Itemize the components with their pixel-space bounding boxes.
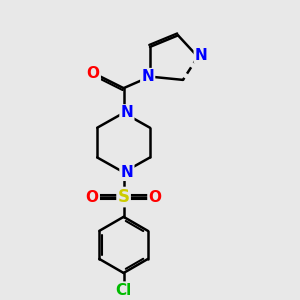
- Text: N: N: [121, 105, 133, 120]
- Text: S: S: [118, 188, 130, 206]
- Text: O: O: [86, 190, 99, 205]
- Text: N: N: [195, 48, 208, 63]
- Text: N: N: [121, 165, 133, 180]
- Text: Cl: Cl: [116, 283, 132, 298]
- Text: N: N: [141, 69, 154, 84]
- Text: O: O: [87, 66, 100, 81]
- Text: O: O: [148, 190, 161, 205]
